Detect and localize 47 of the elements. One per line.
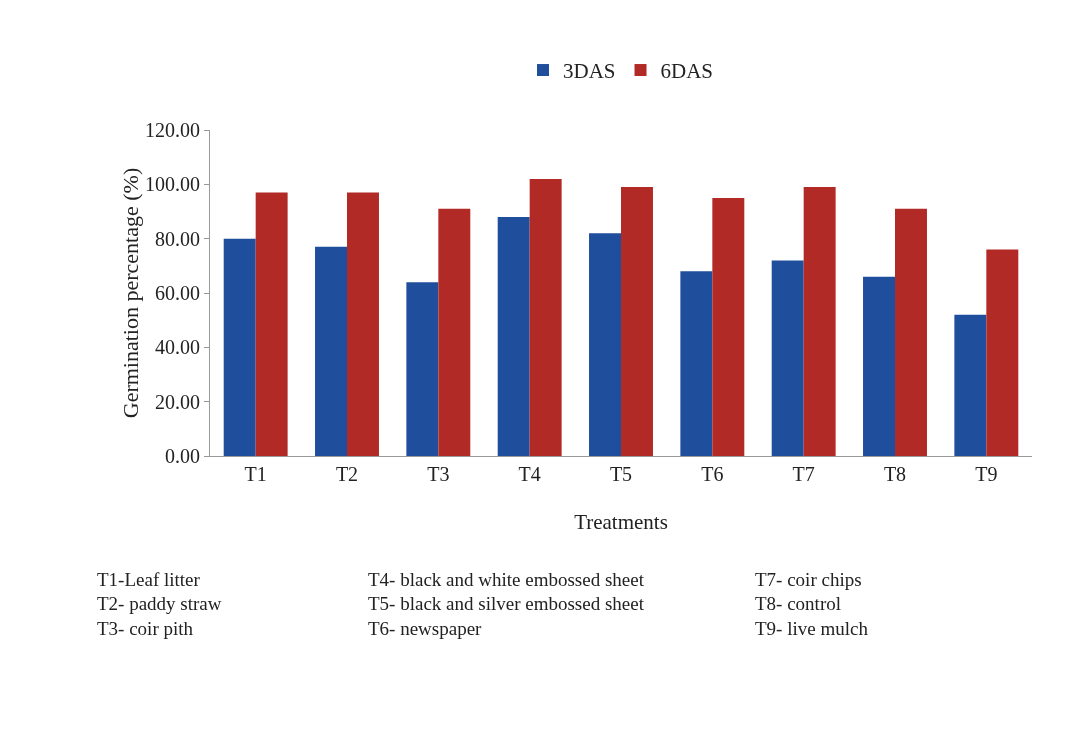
- x-tick-label: T8: [883, 463, 907, 485]
- bar: [895, 208, 927, 456]
- text: T3- coir pith: [97, 618, 194, 639]
- bar: [589, 233, 621, 456]
- y-tick-label: 80.00: [155, 227, 200, 250]
- x-tick-label: T1: [244, 463, 267, 485]
- text: T2- paddy straw: [97, 593, 222, 614]
- bar: [986, 249, 1019, 456]
- bar: [803, 187, 836, 456]
- text: T8- control: [755, 593, 842, 614]
- bar: [954, 314, 987, 456]
- text: T4- black and white embossed sheet: [368, 569, 645, 590]
- bar: [406, 282, 439, 456]
- bar: [621, 187, 653, 456]
- y-tick-label: 120.00: [145, 119, 200, 141]
- y-axis-title: Germination percentage (%): [118, 167, 143, 419]
- bar: [529, 178, 562, 456]
- y-tick-label: 100.00: [145, 173, 200, 196]
- text: T6- newspaper: [368, 618, 483, 639]
- legend-label: 6DAS: [660, 59, 714, 84]
- text: T7- coir chips: [755, 569, 862, 590]
- y-tick-label: 40.00: [155, 336, 200, 359]
- bar: [680, 271, 713, 456]
- bar: [863, 276, 895, 456]
- bar: [771, 260, 804, 456]
- y-tick-label: 0.00: [165, 445, 200, 467]
- bar: [223, 238, 256, 456]
- bar: [438, 208, 471, 456]
- text: T5- black and silver embossed sheet: [368, 593, 645, 614]
- y-tick-label: 60.00: [155, 282, 200, 304]
- x-tick-label: T2: [335, 463, 359, 485]
- bar: [497, 216, 530, 456]
- y-tick-label: 20.00: [155, 390, 200, 413]
- bar: [347, 192, 379, 456]
- text: T1-Leaf litter: [97, 569, 201, 590]
- bar: [255, 192, 288, 456]
- x-axis-title: Treatments: [574, 510, 668, 535]
- x-tick-label: T5: [609, 463, 633, 485]
- x-tick-label: T3: [427, 463, 450, 485]
- x-tick-label: T7: [792, 463, 815, 485]
- x-tick-label: T6: [701, 463, 724, 485]
- x-tick-label: T9: [975, 463, 998, 485]
- bar: [315, 246, 347, 456]
- bar: [712, 197, 745, 456]
- text: T9- live mulch: [755, 618, 869, 639]
- legend-label: 3DAS: [563, 59, 616, 84]
- x-tick-label: T4: [518, 463, 541, 485]
